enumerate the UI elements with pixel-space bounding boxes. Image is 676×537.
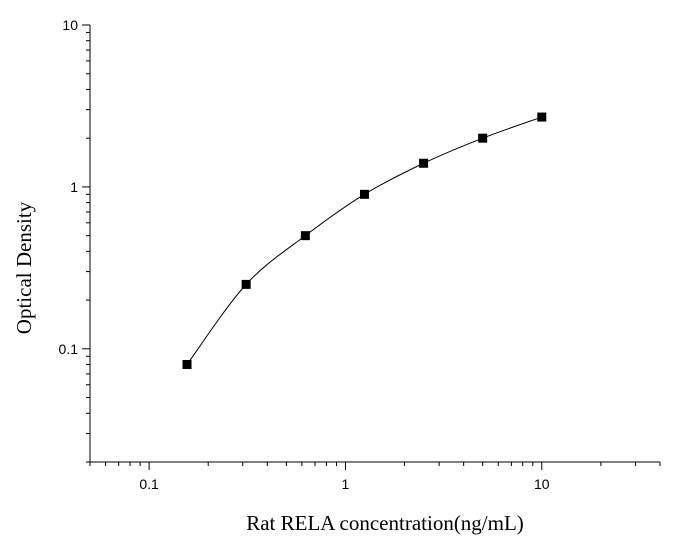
y-tick-label: 1: [70, 179, 78, 195]
y-tick-label: 0.1: [59, 341, 79, 357]
y-axis-ticks: 0.1 1 10: [59, 17, 90, 463]
data-point-marker: [359, 189, 369, 199]
data-points: [182, 112, 547, 370]
x-tick-label: 0.1: [139, 476, 159, 492]
x-axis-title: Rat RELA concentration(ng/mL): [246, 511, 524, 535]
data-point-marker: [478, 133, 488, 143]
plot-area: 0.1 1 10 0.1 1 10: [59, 17, 661, 492]
x-axis-ticks: 0.1 1 10: [89, 462, 661, 492]
data-point-marker: [537, 112, 547, 122]
data-point-marker: [419, 158, 429, 168]
y-tick-label: 10: [62, 17, 78, 33]
data-point-marker: [241, 279, 251, 289]
data-point-marker: [182, 360, 192, 370]
fit-curve-line: [186, 116, 542, 365]
x-tick-label: 10: [534, 476, 550, 492]
y-axis-title: Optical Density: [12, 201, 36, 334]
data-point-marker: [300, 231, 310, 241]
x-tick-label: 1: [342, 476, 350, 492]
